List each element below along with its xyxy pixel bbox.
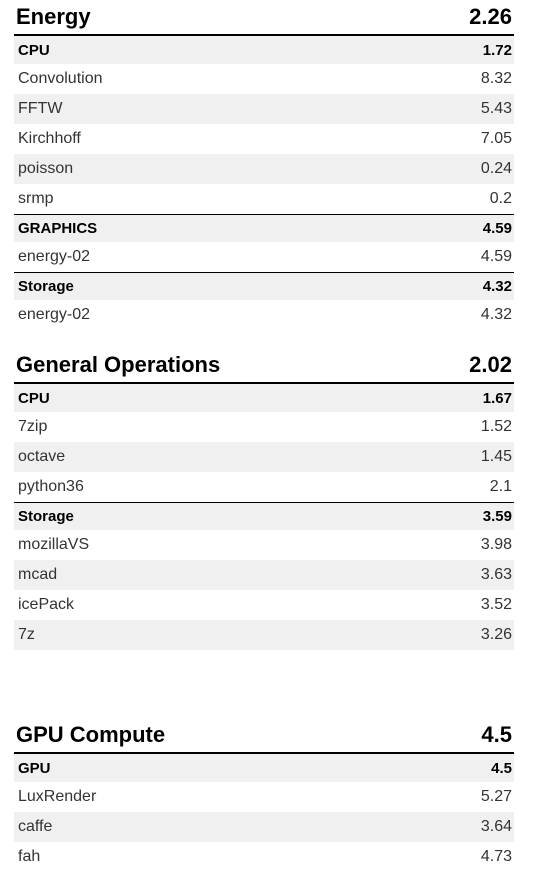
- section-score: 4.5: [481, 722, 512, 747]
- category-name: Storage: [18, 278, 74, 295]
- item-name: LuxRender: [18, 788, 97, 805]
- item-score: 4.32: [480, 306, 512, 323]
- item-score: 5.43: [480, 100, 512, 117]
- category-score: 4.5: [491, 759, 512, 777]
- category-row-gpu: GPU 4.5: [14, 754, 514, 782]
- category-name: GPU: [18, 759, 51, 777]
- category-score: 4.32: [482, 278, 512, 295]
- item-score: 4.73: [480, 848, 512, 865]
- section-title-row: Energy 2.26: [14, 0, 514, 36]
- section-title-row: GPU Compute 4.5: [14, 718, 514, 754]
- item-name: fah: [18, 848, 41, 865]
- item-name: energy-02: [18, 306, 91, 323]
- section-title: GPU Compute: [16, 722, 166, 747]
- table-row: mozillaVS 3.98: [14, 530, 514, 560]
- item-score: 4.59: [480, 248, 512, 265]
- section-energy: Energy 2.26 CPU 1.72 Convolution 8.32 FF…: [14, 0, 514, 330]
- table-row: icePack 3.52: [14, 590, 514, 620]
- category-name: Storage: [18, 508, 74, 525]
- item-name: energy-02: [18, 248, 91, 265]
- item-name: icePack: [18, 596, 75, 613]
- section-title-row: General Operations 2.02: [14, 348, 514, 384]
- item-score: 1.45: [480, 448, 512, 465]
- category-row-graphics: GRAPHICS 4.59: [14, 214, 514, 242]
- item-name: srmp: [18, 190, 54, 207]
- table-row: python36 2.1: [14, 472, 514, 502]
- category-name: CPU: [18, 389, 50, 407]
- category-name: CPU: [18, 41, 50, 59]
- category-score: 1.72: [482, 41, 512, 59]
- table-row: Convolution 8.32: [14, 64, 514, 94]
- table-row: energy-02 4.59: [14, 242, 514, 272]
- item-score: 3.26: [480, 626, 512, 643]
- category-score: 1.67: [482, 389, 512, 407]
- item-name: mcad: [18, 566, 58, 583]
- table-row: energy-02 4.32: [14, 300, 514, 330]
- table-row: 7zip 1.52: [14, 412, 514, 442]
- item-score: 1.52: [480, 418, 512, 435]
- category-row-cpu: CPU 1.67: [14, 384, 514, 412]
- table-row: srmp 0.2: [14, 184, 514, 214]
- category-row-storage: Storage 3.59: [14, 502, 514, 530]
- section-title: General Operations: [16, 352, 221, 377]
- item-score: 3.98: [480, 536, 512, 553]
- category-row-cpu: CPU 1.72: [14, 36, 514, 64]
- item-name: caffe: [18, 818, 53, 835]
- table-row: poisson 0.24: [14, 154, 514, 184]
- item-score: 2.1: [489, 478, 512, 495]
- item-name: mozillaVS: [18, 536, 90, 553]
- item-name: Kirchhoff: [18, 130, 81, 147]
- item-score: 3.63: [480, 566, 512, 583]
- item-score: 3.64: [480, 818, 512, 835]
- table-row: LuxRender 5.27: [14, 782, 514, 812]
- category-row-storage: Storage 4.32: [14, 272, 514, 300]
- section-title: Energy: [16, 4, 91, 29]
- section-general-operations: General Operations 2.02 CPU 1.67 7zip 1.…: [14, 348, 514, 650]
- item-score: 3.52: [480, 596, 512, 613]
- item-score: 0.24: [480, 160, 512, 177]
- section-score: 2.02: [469, 352, 512, 377]
- item-name: poisson: [18, 160, 74, 177]
- table-row: mcad 3.63: [14, 560, 514, 590]
- table-row: caffe 3.64: [14, 812, 514, 842]
- table-row: Kirchhoff 7.05: [14, 124, 514, 154]
- item-name: FFTW: [18, 100, 63, 117]
- section-gpu-compute: GPU Compute 4.5 GPU 4.5 LuxRender 5.27 c…: [14, 718, 514, 872]
- section-score: 2.26: [469, 4, 512, 29]
- category-name: GRAPHICS: [18, 220, 98, 237]
- table-row: 7z 3.26: [14, 620, 514, 650]
- item-score: 7.05: [480, 130, 512, 147]
- table-row: octave 1.45: [14, 442, 514, 472]
- item-name: 7zip: [18, 418, 48, 435]
- item-score: 0.2: [489, 190, 512, 207]
- item-score: 8.32: [480, 70, 512, 87]
- item-score: 5.27: [480, 788, 512, 805]
- table-row: fah 4.73: [14, 842, 514, 872]
- category-score: 3.59: [482, 508, 512, 525]
- item-name: 7z: [18, 626, 35, 643]
- table-row: FFTW 5.43: [14, 94, 514, 124]
- item-name: octave: [18, 448, 66, 465]
- item-name: python36: [18, 478, 84, 495]
- category-score: 4.59: [482, 220, 512, 237]
- item-name: Convolution: [18, 70, 103, 87]
